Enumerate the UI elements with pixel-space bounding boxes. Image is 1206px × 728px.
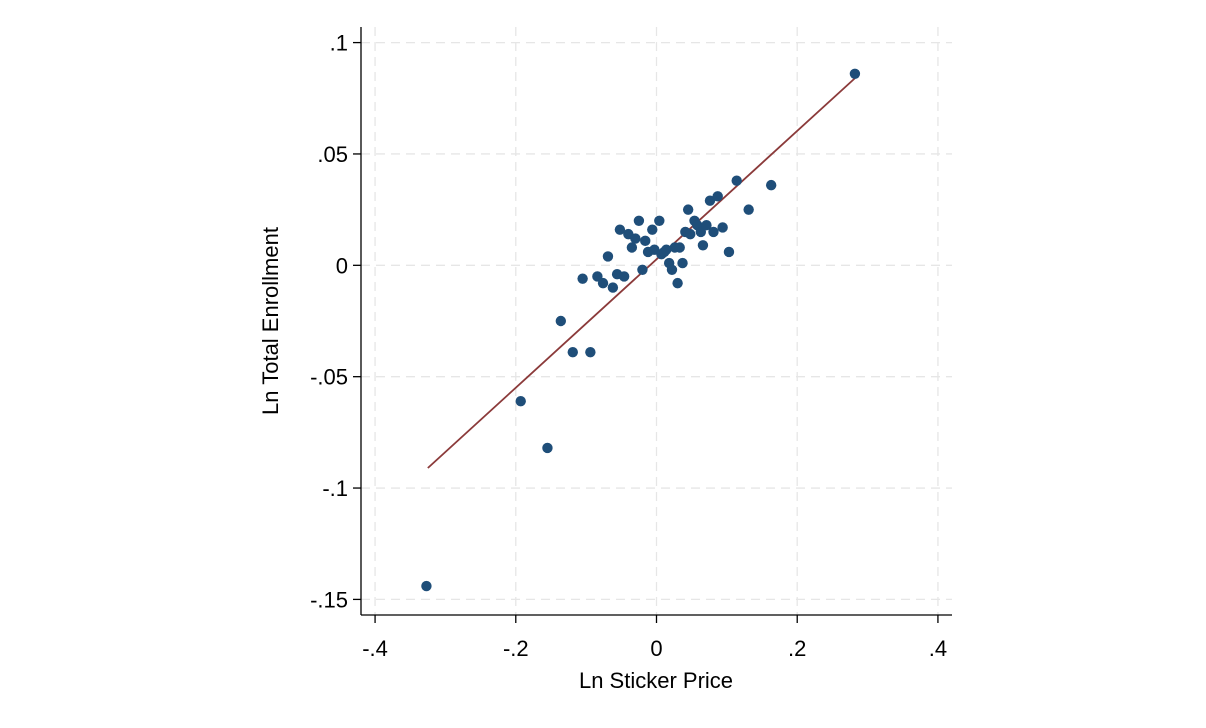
x-axis-label: Ln Sticker Price — [579, 668, 733, 693]
data-point — [849, 68, 861, 79]
data-point — [666, 264, 678, 275]
y-tick-label: 0 — [336, 253, 348, 278]
data-point — [567, 346, 578, 358]
x-tick-label: -.4 — [362, 636, 388, 661]
data-point — [585, 346, 596, 358]
ticks: -.4 -.2 0 .2 .4 .1 .05 0 -.05 -.1 -.15 — [310, 31, 947, 661]
data-point — [515, 395, 526, 407]
data-point — [674, 242, 685, 253]
y-tick-label: -.1 — [322, 476, 348, 501]
data-point — [717, 222, 728, 233]
data-point — [577, 273, 588, 284]
x-tick-label: -.2 — [503, 636, 529, 661]
x-tick-label: 0 — [650, 636, 662, 661]
x-tick-label: .2 — [788, 636, 806, 661]
data-point — [597, 277, 609, 289]
data-point — [614, 224, 626, 235]
x-tick-label: .4 — [929, 636, 947, 661]
data-point — [602, 251, 614, 262]
data-point — [633, 215, 645, 226]
data-point — [618, 271, 630, 282]
data-point — [640, 235, 651, 247]
gridlines — [361, 27, 952, 615]
data-point — [685, 228, 696, 240]
y-tick-label: -.05 — [310, 365, 348, 390]
data-point — [607, 282, 619, 293]
data-point — [682, 204, 694, 215]
data-point — [654, 215, 665, 226]
data-point — [677, 257, 688, 269]
data-point — [701, 220, 712, 231]
data-point — [542, 442, 553, 454]
y-tick-label: -.15 — [310, 587, 348, 612]
data-point — [630, 233, 641, 244]
data-point — [626, 242, 638, 253]
data-point — [731, 175, 742, 186]
data-point — [708, 226, 719, 238]
data-point — [661, 244, 672, 255]
data-point — [555, 315, 567, 327]
y-tick-label: .05 — [317, 142, 348, 167]
data-point — [697, 240, 709, 251]
y-tick-label: .1 — [330, 31, 348, 56]
data-point — [723, 246, 735, 258]
data-point — [647, 224, 658, 235]
data-point — [421, 580, 432, 592]
data-point — [765, 179, 777, 191]
y-axis-label: Ln Total Enrollment — [258, 227, 283, 415]
data-point — [672, 277, 683, 289]
points-group — [421, 68, 861, 592]
data-point — [712, 191, 723, 202]
data-point — [637, 264, 648, 275]
data-point — [704, 195, 716, 206]
data-point — [743, 204, 754, 215]
